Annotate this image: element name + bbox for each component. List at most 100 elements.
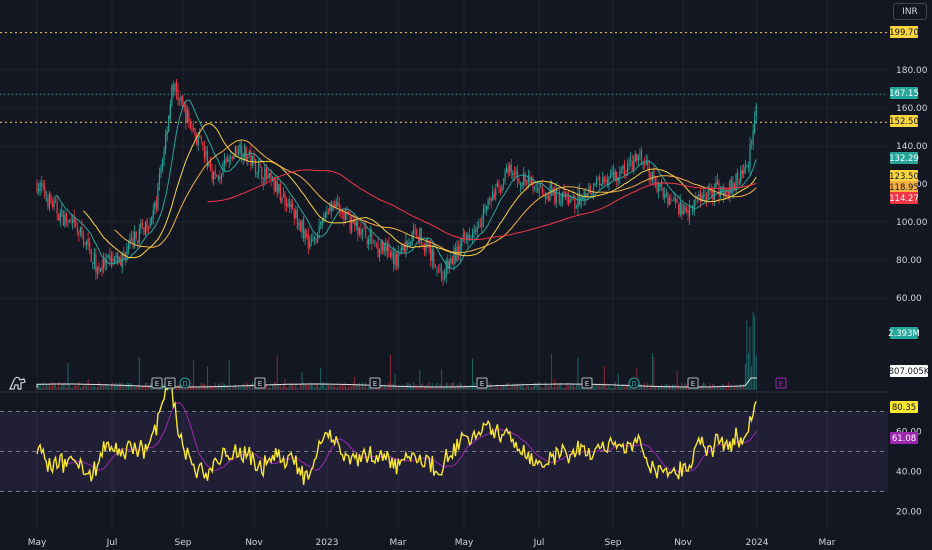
candle-body [144, 221, 147, 236]
volume-bar [592, 385, 594, 390]
candle-body [76, 226, 78, 231]
candle-body [182, 95, 184, 104]
volume-bar [320, 367, 322, 390]
candle-body [264, 168, 266, 182]
volume-bar [106, 385, 108, 390]
candle-body [628, 164, 630, 166]
volume-bar [662, 385, 664, 390]
volume-bar [52, 382, 53, 390]
candle-body [571, 198, 573, 200]
candle-body [433, 251, 435, 268]
candle-body [149, 223, 151, 227]
candle-body [495, 189, 497, 196]
candle-body [541, 187, 543, 193]
candle-body [588, 187, 590, 193]
candle-body [413, 229, 415, 234]
earnings-marker-label: E [258, 380, 262, 388]
time-tick-label: Sep [605, 538, 622, 548]
volume-bar [596, 384, 598, 390]
volume-bar [127, 383, 129, 390]
candle-body [326, 211, 328, 215]
volume-bar [672, 384, 673, 390]
candle-body [583, 190, 585, 200]
volume-bar [414, 385, 416, 390]
candle-body [662, 187, 664, 198]
volume-bar [639, 383, 641, 390]
candle-body [667, 192, 669, 205]
candle-body [659, 182, 661, 187]
volume-bar [641, 384, 642, 390]
volume-bar [645, 387, 647, 390]
candle-body [620, 170, 622, 172]
volume-bar [110, 384, 112, 390]
volume-bar [208, 386, 210, 390]
volume-bar [278, 384, 280, 390]
candle-body [600, 184, 602, 186]
candle-body [113, 258, 116, 263]
volume-bar [216, 387, 218, 390]
volume-bar [737, 386, 739, 390]
volume-bar [213, 387, 215, 390]
volume-bar [679, 387, 681, 390]
candle-body [510, 164, 512, 173]
candle-body [408, 242, 410, 247]
candle-body [253, 153, 255, 160]
volume-bar [606, 387, 608, 390]
candle-body [526, 180, 528, 185]
volume-bar [293, 386, 295, 390]
volume-bar [723, 384, 725, 390]
volume-bar [296, 387, 298, 390]
volume-bar [272, 384, 274, 390]
candle-body [377, 243, 379, 255]
volume-bar [228, 359, 230, 390]
candle-body [171, 85, 173, 106]
candle-body [48, 193, 50, 209]
candle-body [730, 178, 732, 194]
volume-bar [64, 382, 66, 390]
volume-bar [306, 383, 308, 390]
volume-bar [189, 386, 191, 390]
volume-bar [472, 358, 474, 390]
candle-body [561, 193, 564, 201]
volume-bar [315, 383, 317, 390]
candle-body [101, 265, 103, 271]
currency-badge[interactable]: INR [893, 3, 927, 20]
volume-bar [552, 387, 554, 390]
volume-bar [668, 385, 670, 390]
candle-body [341, 210, 343, 214]
candle-body [591, 192, 593, 197]
volume-bar [455, 386, 456, 390]
time-tick-label: May [455, 538, 474, 548]
volume-bar [304, 383, 306, 390]
candle-body [59, 212, 61, 223]
candle-body [574, 196, 576, 209]
volume-bar [568, 385, 570, 390]
candle-body [476, 227, 478, 232]
volume-bar [453, 382, 455, 390]
volume-bar [323, 382, 325, 390]
volume-bar [141, 385, 143, 390]
candle-body [374, 244, 376, 246]
volume-bar [194, 387, 196, 390]
candle-body [744, 166, 746, 172]
candle-body [701, 194, 703, 202]
future-earnings-marker-label: E [779, 380, 783, 388]
candle-body [427, 239, 429, 243]
candle-body [509, 165, 511, 172]
time-tick-label: Mar [819, 538, 836, 548]
volume-bar [566, 382, 568, 390]
ma-medium-tag [890, 170, 918, 182]
volume-bar [157, 387, 159, 390]
candle-body [563, 191, 565, 197]
volume-bar [360, 386, 362, 390]
volume-bar [346, 387, 348, 390]
volume-bar [140, 386, 142, 390]
candle-body [557, 190, 559, 192]
candle-body [585, 193, 587, 198]
candle-body [36, 181, 38, 193]
candle-body [39, 182, 41, 191]
volume-bar [433, 387, 435, 390]
candle-body [68, 220, 71, 222]
candle-body [45, 197, 47, 199]
